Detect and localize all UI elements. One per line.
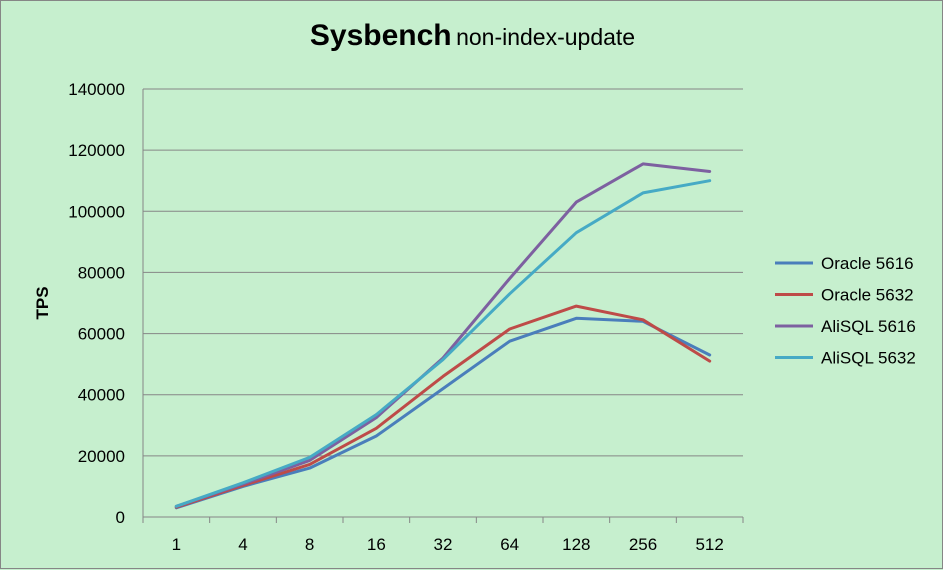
y-tick-label-5: 100000 bbox=[68, 202, 125, 221]
legend-label-2: AliSQL 5616 bbox=[821, 317, 916, 336]
x-tick-label-6: 128 bbox=[562, 535, 590, 554]
legend-label-3: AliSQL 5632 bbox=[821, 349, 916, 368]
y-tick-label-7: 140000 bbox=[68, 80, 125, 99]
chart-title-sub: non-index-update bbox=[456, 24, 636, 50]
y-axis-label: TPS bbox=[33, 286, 52, 319]
x-tick-label-8: 512 bbox=[695, 535, 723, 554]
x-tick-label-3: 16 bbox=[367, 535, 386, 554]
chart-title: Sysbench non-index-update bbox=[1, 19, 943, 53]
y-tick-label-2: 40000 bbox=[78, 386, 125, 405]
y-tick-label-0: 0 bbox=[116, 508, 125, 527]
y-tick-label-6: 120000 bbox=[68, 141, 125, 160]
x-tick-label-1: 4 bbox=[238, 535, 247, 554]
chart-title-main: Sysbench bbox=[309, 19, 452, 52]
x-tick-label-7: 256 bbox=[629, 535, 657, 554]
legend-label-0: Oracle 5616 bbox=[821, 254, 914, 273]
series-line-3 bbox=[174, 179, 712, 508]
x-tick-label-0: 1 bbox=[172, 535, 181, 554]
y-tick-label-4: 80000 bbox=[78, 263, 125, 282]
series-line-2 bbox=[174, 162, 712, 508]
x-tick-label-5: 64 bbox=[500, 535, 519, 554]
series-line-0 bbox=[174, 316, 712, 510]
x-tick-label-4: 32 bbox=[434, 535, 453, 554]
y-tick-label-3: 60000 bbox=[78, 325, 125, 344]
y-tick-label-1: 20000 bbox=[78, 447, 125, 466]
legend-label-1: Oracle 5632 bbox=[821, 286, 914, 305]
x-tick-label-2: 8 bbox=[305, 535, 314, 554]
series-line-1 bbox=[174, 304, 712, 509]
